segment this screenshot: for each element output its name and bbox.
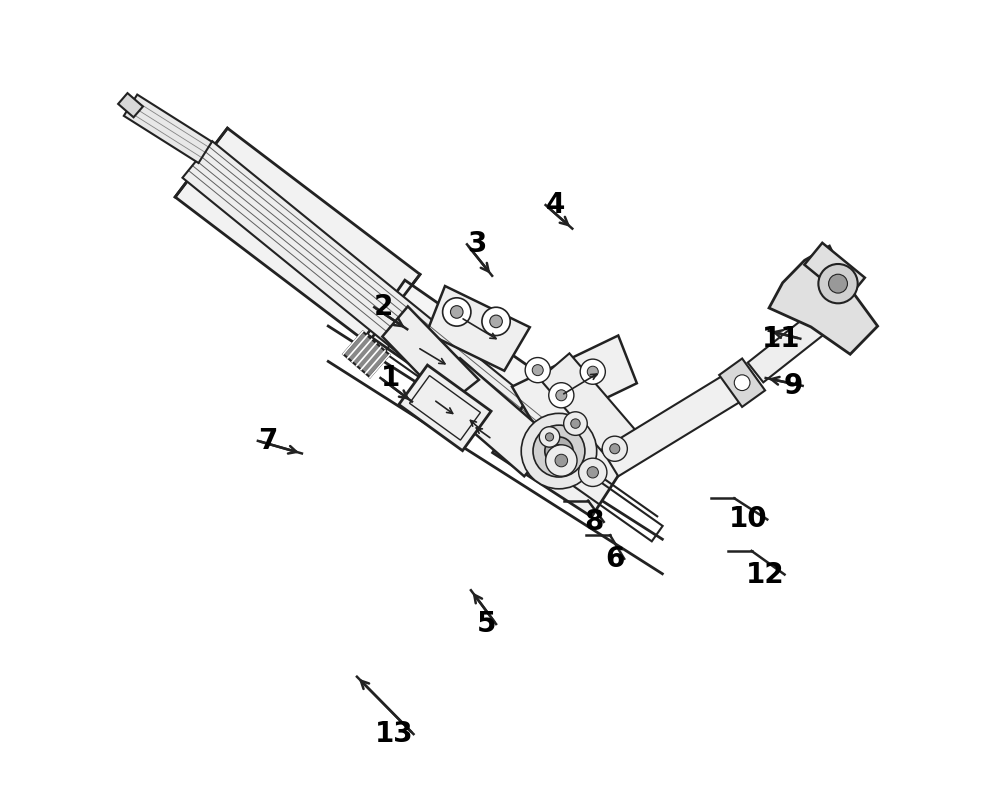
Text: 6: 6	[605, 545, 624, 573]
Circle shape	[532, 365, 543, 376]
Circle shape	[533, 425, 585, 477]
Text: 5: 5	[477, 610, 496, 638]
Text: 1: 1	[381, 364, 400, 392]
Circle shape	[450, 306, 463, 318]
Circle shape	[525, 358, 550, 382]
Circle shape	[734, 375, 750, 390]
Circle shape	[818, 264, 858, 303]
Polygon shape	[493, 394, 630, 517]
Text: 4: 4	[546, 191, 565, 219]
Circle shape	[549, 382, 574, 408]
Polygon shape	[399, 365, 491, 450]
Circle shape	[553, 445, 565, 458]
Text: 10: 10	[729, 506, 767, 534]
Polygon shape	[118, 93, 143, 118]
Polygon shape	[719, 358, 765, 407]
Circle shape	[829, 274, 847, 293]
Circle shape	[580, 359, 605, 384]
Circle shape	[610, 444, 620, 454]
Text: 13: 13	[375, 720, 414, 748]
Circle shape	[555, 454, 568, 467]
Polygon shape	[175, 128, 420, 343]
Polygon shape	[382, 306, 479, 404]
Circle shape	[602, 436, 627, 462]
Text: 11: 11	[762, 325, 800, 353]
Polygon shape	[540, 354, 641, 462]
Circle shape	[545, 433, 554, 441]
Circle shape	[539, 426, 560, 447]
Text: 9: 9	[783, 372, 803, 400]
Circle shape	[545, 437, 573, 466]
Circle shape	[443, 298, 471, 326]
Polygon shape	[429, 358, 555, 476]
Circle shape	[571, 419, 580, 428]
Circle shape	[564, 412, 587, 435]
Polygon shape	[367, 280, 612, 478]
Polygon shape	[343, 331, 390, 378]
Circle shape	[556, 390, 567, 401]
Polygon shape	[182, 141, 574, 472]
Polygon shape	[602, 363, 760, 476]
Text: 7: 7	[258, 427, 277, 455]
Polygon shape	[124, 94, 212, 163]
Circle shape	[587, 366, 598, 378]
Circle shape	[579, 458, 607, 486]
Circle shape	[587, 466, 598, 478]
Polygon shape	[512, 335, 637, 431]
Polygon shape	[769, 246, 878, 354]
Circle shape	[482, 307, 510, 335]
Circle shape	[546, 445, 577, 476]
Circle shape	[490, 315, 502, 328]
Text: 8: 8	[584, 508, 604, 536]
Text: 3: 3	[467, 230, 486, 258]
Text: 12: 12	[746, 561, 785, 589]
Polygon shape	[804, 243, 865, 299]
Polygon shape	[748, 304, 838, 382]
Text: 2: 2	[374, 294, 394, 322]
Circle shape	[521, 414, 597, 489]
Polygon shape	[427, 286, 530, 370]
